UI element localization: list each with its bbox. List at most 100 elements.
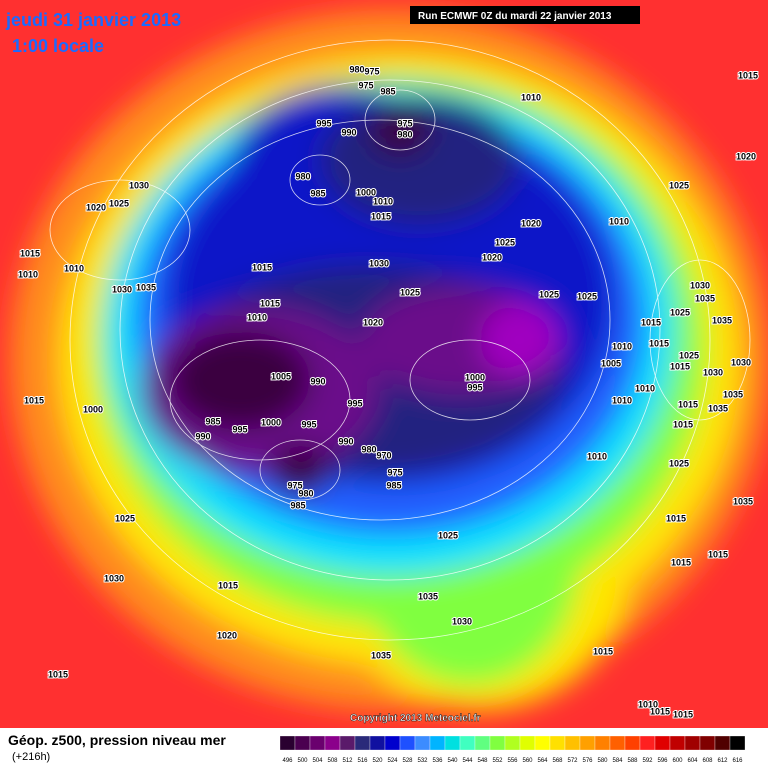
isobar-label: 1015 bbox=[371, 211, 391, 221]
isobar-label: 1025 bbox=[438, 530, 458, 540]
colorbar-cell bbox=[699, 735, 716, 751]
colorbar-cell bbox=[354, 735, 371, 751]
isobar-label: 975 bbox=[387, 467, 402, 477]
isobar-label: 1025 bbox=[539, 289, 559, 299]
colorbar-cell bbox=[459, 735, 476, 751]
colorbar-label: 572 bbox=[567, 758, 578, 764]
isobar-label: 1035 bbox=[136, 282, 156, 292]
isobar-label: 990 bbox=[310, 376, 325, 386]
isobar-label: 1025 bbox=[495, 237, 515, 247]
isobar-label: 1025 bbox=[115, 513, 135, 523]
isobar-label: 1015 bbox=[649, 338, 669, 348]
isobar-label: 980 bbox=[397, 129, 412, 139]
isobar-label: 995 bbox=[347, 398, 362, 408]
colorbar-label: 604 bbox=[687, 758, 698, 764]
colorbar-label: 576 bbox=[582, 758, 593, 764]
colorbar-label: 524 bbox=[387, 758, 398, 764]
colorbar-label: 560 bbox=[522, 758, 533, 764]
isobar-label: 985 bbox=[205, 416, 220, 426]
isobar-label: 1030 bbox=[369, 258, 389, 268]
isobar-label: 1010 bbox=[609, 216, 629, 226]
field-blob bbox=[320, 95, 520, 225]
isobar-label: 970 bbox=[376, 450, 391, 460]
colorbar-label: 580 bbox=[597, 758, 608, 764]
isobar-label: 1015 bbox=[20, 248, 40, 258]
colorbar-cell bbox=[534, 735, 551, 751]
isobar-label: 1000 bbox=[356, 187, 376, 197]
isobar-label: 1030 bbox=[129, 180, 149, 190]
isobar-label: 1020 bbox=[736, 151, 756, 161]
colorbar-cell bbox=[549, 735, 566, 751]
isobar-label: 1015 bbox=[260, 298, 280, 308]
isobar-label: 1030 bbox=[703, 367, 723, 377]
isobar-label: 1015 bbox=[252, 262, 272, 272]
isobar-label: 1030 bbox=[104, 573, 124, 583]
colorbar: 496 500 504 508 512 516 520 524 528 532 536 540 544 5… bbox=[279, 735, 746, 764]
copyright: Copyright 2013 Meteociel.fr bbox=[350, 713, 481, 724]
isobar-label: 1015 bbox=[218, 580, 238, 590]
isobar-label: 1010 bbox=[638, 699, 658, 709]
isobar-label: 1000 bbox=[83, 404, 103, 414]
colorbar-cell bbox=[489, 735, 506, 751]
isobar-label: 995 bbox=[316, 118, 331, 128]
colorbar-label: 540 bbox=[447, 758, 458, 764]
isobar-label: 1010 bbox=[373, 196, 393, 206]
isobar-label: 1035 bbox=[418, 591, 438, 601]
isobar bbox=[49, 179, 191, 281]
colorbar-label: 508 bbox=[327, 758, 338, 764]
isobar-label: 1010 bbox=[247, 312, 267, 322]
isobar-label: 985 bbox=[386, 480, 401, 490]
isobar-label: 1020 bbox=[86, 202, 106, 212]
isobar-label: 985 bbox=[310, 188, 325, 198]
field-blob bbox=[370, 105, 430, 155]
colorbar-label: 616 bbox=[732, 758, 743, 764]
isobar-label: 1035 bbox=[733, 496, 753, 506]
isobar-label: 985 bbox=[380, 86, 395, 96]
isobar-label: 1015 bbox=[641, 317, 661, 327]
date: jeudi 31 janvier 2013 bbox=[5, 10, 181, 30]
colorbar-label: 512 bbox=[342, 758, 353, 764]
geopotential-field bbox=[10, 10, 768, 710]
isobar bbox=[149, 119, 611, 521]
local-time: 1:00 locale bbox=[12, 36, 104, 56]
isobar-label: 1010 bbox=[18, 269, 38, 279]
isobar-label: 1015 bbox=[48, 669, 68, 679]
isobar bbox=[649, 259, 751, 421]
isobar-label: 1010 bbox=[635, 383, 655, 393]
isobar-label: 1010 bbox=[521, 92, 541, 102]
colorbar-label: 596 bbox=[657, 758, 668, 764]
isobar-label: 1030 bbox=[452, 616, 472, 626]
isobar-label: 1015 bbox=[650, 706, 670, 716]
colorbar-label: 548 bbox=[477, 758, 488, 764]
colorbar-label: 528 bbox=[402, 758, 413, 764]
isobar bbox=[259, 439, 341, 501]
colorbar-cell bbox=[294, 735, 311, 751]
isobar-label: 990 bbox=[341, 127, 356, 137]
isobar-label: 1015 bbox=[593, 646, 613, 656]
isobar-label: 1035 bbox=[712, 315, 732, 325]
colorbar-cell bbox=[519, 735, 536, 751]
colorbar-label: 556 bbox=[507, 758, 518, 764]
isobar-label: 975 bbox=[287, 480, 302, 490]
isobar-label: 995 bbox=[467, 382, 482, 392]
isobar-label: 1020 bbox=[482, 252, 502, 262]
colorbar-label: 532 bbox=[417, 758, 428, 764]
colorbar-cell bbox=[684, 735, 701, 751]
isobar-label: 1035 bbox=[695, 293, 715, 303]
colorbar-cell bbox=[669, 735, 686, 751]
isobar-label: 1025 bbox=[679, 350, 699, 360]
colorbar-label: 592 bbox=[642, 758, 653, 764]
isobar-label: 1010 bbox=[64, 263, 84, 273]
colorbar-cell bbox=[609, 735, 626, 751]
isobar-label: 980 bbox=[349, 64, 364, 74]
isobar-label: 1025 bbox=[669, 180, 689, 190]
colorbar-label: 500 bbox=[297, 758, 308, 764]
isobar-label: 1020 bbox=[217, 630, 237, 640]
isobar-label: 1015 bbox=[670, 361, 690, 371]
isobar-label: 1025 bbox=[577, 291, 597, 301]
colorbar-label: 612 bbox=[717, 758, 728, 764]
colorbar-label: 536 bbox=[432, 758, 443, 764]
isobar-label: 980 bbox=[298, 488, 313, 498]
colorbar-cell bbox=[504, 735, 521, 751]
